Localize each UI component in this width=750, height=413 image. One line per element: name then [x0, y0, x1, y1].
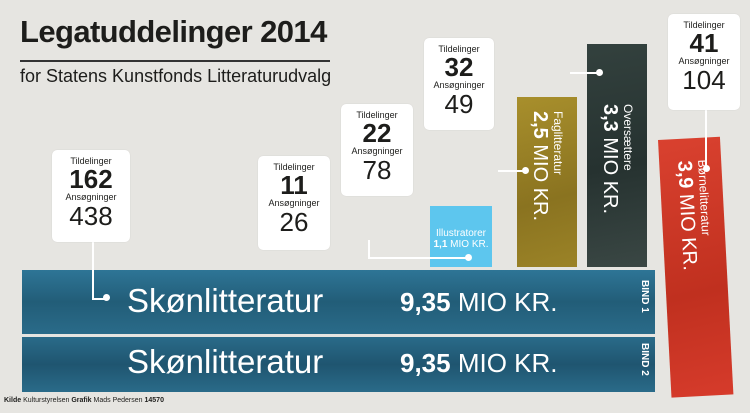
- card-ansogninger-label: Ansøgninger: [268, 198, 320, 208]
- card-tildelinger-label: Tildelinger: [273, 162, 315, 172]
- card-tildelinger-value: 162: [69, 164, 113, 194]
- bar-bornelitteratur: Børnelitteratur 3,9 MIO KR.: [658, 136, 734, 398]
- bar-illustratorer-value: 1,1: [433, 239, 448, 250]
- card-ansogninger-value: 26: [279, 207, 309, 237]
- card-skonlitteratur: Tildelinger 162 Ansøgninger 438: [52, 150, 130, 242]
- card-bornelitteratur: Tildelinger 41 Ansøgninger 104: [668, 14, 740, 110]
- card-tildelinger-value: 22: [362, 118, 392, 148]
- bar-faglitteratur: Faglitteratur 2,5 MIO KR.: [517, 97, 577, 267]
- card-tildelinger-value: 11: [280, 170, 308, 200]
- bar-oversaettere-label: Oversættere: [621, 104, 635, 171]
- bar-bornelitteratur-unit: MIO KR.: [674, 193, 701, 272]
- connector-illustratorer: [368, 240, 470, 259]
- bar-illustratorer-unit: MIO KR.: [450, 239, 489, 250]
- connector-dot-bornelitteratur: [703, 165, 710, 172]
- bar-skonlitteratur-bind1-value: 9,35: [400, 287, 451, 317]
- card-ansogninger-label: Ansøgninger: [65, 192, 117, 202]
- bar-illustratorer-label: Illustratorer: [435, 228, 486, 239]
- card-ansogninger-label: Ansøgninger: [433, 80, 485, 90]
- chart-subtitle: for Statens Kunstfonds Litteraturudvalg: [20, 66, 332, 86]
- card-illustratorer: Tildelinger 11 Ansøgninger 26: [258, 156, 330, 250]
- bar-skonlitteratur-bind2-value: 9,35: [400, 348, 451, 378]
- title-rule: [20, 60, 330, 62]
- bar-skonlitteratur-bind1: Skønlitteratur 9,35 MIO KR. BIND 1: [22, 270, 655, 334]
- card-tildelinger-value: 41: [689, 28, 719, 58]
- connector-dot-skon: [103, 294, 110, 301]
- bind-1-label: BIND 1: [639, 280, 650, 313]
- card-ansogninger-value: 49: [444, 89, 474, 119]
- bar-oversaettere-value: 3,3: [599, 104, 621, 132]
- footer-id: 14570: [144, 397, 164, 404]
- footer-grafik-value: Mads Pedersen: [93, 397, 143, 404]
- connector-dot-faglitteratur: [522, 167, 529, 174]
- card-tildelinger-label: Tildelinger: [438, 44, 480, 54]
- bar-skonlitteratur-bind1-unit: MIO KR.: [457, 287, 558, 317]
- bar-skonlitteratur-bind2-unit: MIO KR.: [457, 348, 558, 378]
- bar-faglitteratur-value: 2,5: [529, 111, 551, 139]
- footer-kilde-label: Kilde: [4, 397, 22, 404]
- bind-2-label: BIND 2: [639, 343, 650, 376]
- bar-illustratorer: Illustratorer 1,1 MIO KR.: [430, 206, 492, 267]
- chart-title: Legatuddelinger 2014: [20, 14, 327, 49]
- connector-skon: [92, 230, 108, 300]
- card-ansogninger-value: 78: [362, 155, 392, 185]
- bar-skonlitteratur-bind2: Skønlitteratur 9,35 MIO KR. BIND 2: [22, 337, 655, 392]
- footer-kilde-value: Kulturstyrelsen: [23, 397, 70, 404]
- bar-faglitteratur-unit: MIO KR.: [529, 144, 551, 222]
- footer-credits: Kilde Kulturstyrelsen Grafik Mads Peders…: [4, 397, 164, 404]
- card-oversaettere: Tildelinger 32 Ansøgninger 49: [424, 38, 494, 130]
- card-tildelinger-value: 32: [444, 52, 474, 82]
- bar-skonlitteratur-bind2-label: Skønlitteratur: [127, 343, 324, 380]
- bar-faglitteratur-label: Faglitteratur: [551, 111, 565, 176]
- card-faglitteratur: Tildelinger 22 Ansøgninger 78: [341, 104, 413, 196]
- card-ansogninger-label: Ansøgninger: [351, 146, 403, 156]
- connector-faglitteratur: [498, 170, 526, 174]
- card-ansogninger-label: Ansøgninger: [678, 56, 730, 66]
- card-ansogninger-value: 104: [682, 65, 726, 95]
- connector-dot-illustratorer: [465, 254, 472, 261]
- connector-bornelitteratur: [705, 110, 709, 168]
- card-tildelinger-label: Tildelinger: [356, 110, 398, 120]
- card-ansogninger-value: 438: [69, 201, 113, 231]
- footer-grafik-label: Grafik: [71, 397, 92, 404]
- connector-oversaettere: [570, 72, 600, 76]
- card-tildelinger-label: Tildelinger: [683, 20, 725, 30]
- bar-oversaettere: Oversættere 3,3 MIO KR.: [587, 44, 647, 267]
- bar-skonlitteratur-bind1-label: Skønlitteratur: [127, 282, 324, 319]
- bar-oversaettere-unit: MIO KR.: [599, 137, 621, 215]
- bar-bornelitteratur-value: 3,9: [673, 160, 697, 190]
- card-tildelinger-label: Tildelinger: [70, 156, 112, 166]
- connector-dot-oversaettere: [596, 69, 603, 76]
